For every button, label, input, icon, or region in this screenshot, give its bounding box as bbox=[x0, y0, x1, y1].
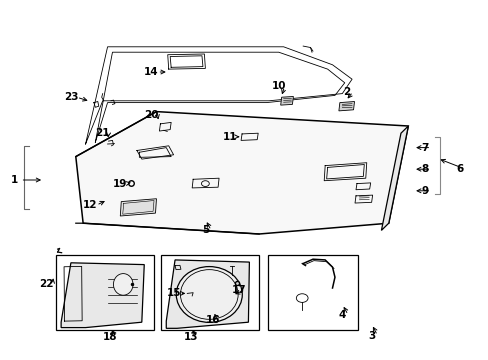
Text: 9: 9 bbox=[421, 186, 428, 196]
Text: 8: 8 bbox=[421, 164, 428, 174]
Text: 21: 21 bbox=[95, 128, 110, 138]
Text: 5: 5 bbox=[202, 225, 208, 235]
Polygon shape bbox=[338, 102, 354, 111]
Polygon shape bbox=[166, 260, 249, 328]
Bar bbox=[56, 255, 154, 330]
Polygon shape bbox=[76, 112, 407, 234]
Polygon shape bbox=[280, 96, 293, 105]
Text: 3: 3 bbox=[367, 330, 374, 341]
Text: 20: 20 bbox=[144, 110, 159, 120]
Text: 15: 15 bbox=[166, 288, 181, 298]
Text: 17: 17 bbox=[232, 285, 246, 295]
Bar bbox=[161, 255, 259, 330]
Polygon shape bbox=[120, 199, 156, 216]
Ellipse shape bbox=[113, 274, 133, 295]
Polygon shape bbox=[61, 263, 144, 328]
Ellipse shape bbox=[176, 266, 242, 323]
Text: 4: 4 bbox=[338, 310, 346, 320]
Text: 10: 10 bbox=[271, 81, 285, 91]
Text: 6: 6 bbox=[455, 164, 462, 174]
Text: 11: 11 bbox=[222, 132, 237, 142]
Text: 23: 23 bbox=[63, 92, 78, 102]
Text: 18: 18 bbox=[102, 332, 117, 342]
Text: 2: 2 bbox=[343, 87, 350, 97]
Text: 19: 19 bbox=[112, 179, 127, 189]
Polygon shape bbox=[381, 126, 407, 230]
Text: 13: 13 bbox=[183, 332, 198, 342]
Text: 16: 16 bbox=[205, 315, 220, 325]
Bar bbox=[267, 255, 358, 330]
Text: 12: 12 bbox=[83, 200, 98, 210]
Text: 14: 14 bbox=[144, 67, 159, 77]
Text: 1: 1 bbox=[11, 175, 18, 185]
Text: 22: 22 bbox=[39, 279, 54, 289]
Ellipse shape bbox=[180, 270, 238, 319]
Text: 7: 7 bbox=[421, 143, 428, 153]
